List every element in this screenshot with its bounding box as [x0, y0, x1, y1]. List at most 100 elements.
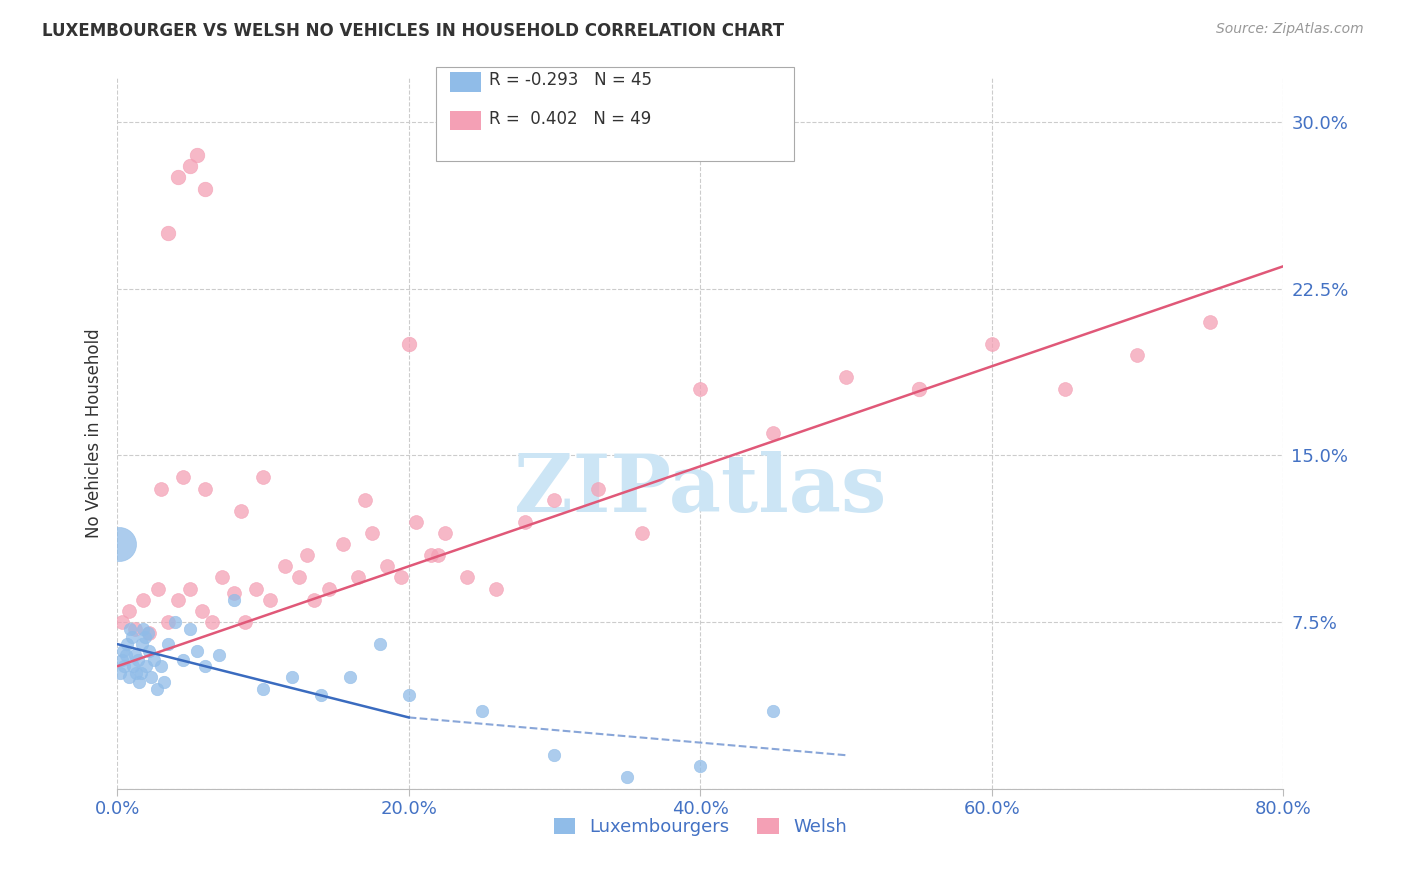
- Point: [157, 226, 180, 240]
- Point: [108, 665, 131, 680]
- Point: [229, 504, 252, 518]
- Point: [434, 526, 457, 541]
- Point: [165, 615, 187, 629]
- Point: [157, 615, 180, 629]
- Point: [127, 653, 149, 667]
- Point: [142, 653, 165, 667]
- Point: [515, 515, 537, 529]
- Text: R = -0.293   N = 45: R = -0.293 N = 45: [489, 71, 652, 89]
- Point: [389, 570, 412, 584]
- Point: [128, 674, 150, 689]
- Point: [124, 622, 146, 636]
- Point: [405, 515, 427, 529]
- Point: [295, 548, 318, 562]
- Text: R =  0.402   N = 49: R = 0.402 N = 49: [489, 110, 651, 128]
- Point: [153, 674, 176, 689]
- Point: [907, 382, 929, 396]
- Point: [179, 159, 201, 173]
- Point: [309, 688, 332, 702]
- Point: [235, 615, 257, 629]
- Point: [186, 148, 208, 162]
- Point: [398, 337, 420, 351]
- Point: [368, 637, 391, 651]
- Point: [110, 653, 132, 667]
- Point: [120, 622, 142, 636]
- Point: [211, 570, 233, 584]
- Point: [689, 759, 711, 773]
- Point: [631, 526, 654, 541]
- Point: [456, 570, 478, 584]
- Point: [1199, 315, 1222, 329]
- Point: [361, 526, 384, 541]
- Point: [470, 704, 492, 718]
- Legend: Luxembourgers, Welsh: Luxembourgers, Welsh: [547, 811, 853, 844]
- Point: [375, 559, 398, 574]
- Point: [167, 170, 190, 185]
- Point: [543, 748, 565, 763]
- Point: [186, 644, 208, 658]
- Point: [138, 626, 160, 640]
- Point: [157, 637, 180, 651]
- Point: [245, 582, 267, 596]
- Point: [135, 659, 157, 673]
- Point: [222, 592, 245, 607]
- Point: [274, 559, 297, 574]
- Point: [339, 670, 361, 684]
- Point: [762, 704, 785, 718]
- Point: [762, 425, 785, 440]
- Point: [139, 670, 162, 684]
- Point: [190, 604, 212, 618]
- Point: [131, 637, 153, 651]
- Point: [980, 337, 1002, 351]
- Point: [426, 548, 449, 562]
- Point: [586, 482, 609, 496]
- Point: [616, 771, 638, 785]
- Point: [208, 648, 231, 663]
- Point: [398, 688, 420, 702]
- Point: [259, 592, 281, 607]
- Point: [302, 592, 325, 607]
- Point: [145, 681, 167, 696]
- Point: [252, 470, 274, 484]
- Point: [111, 644, 134, 658]
- Point: [114, 659, 136, 673]
- Text: LUXEMBOURGER VS WELSH NO VEHICLES IN HOUSEHOLD CORRELATION CHART: LUXEMBOURGER VS WELSH NO VEHICLES IN HOU…: [42, 22, 785, 40]
- Point: [172, 470, 194, 484]
- Point: [146, 582, 169, 596]
- Point: [689, 382, 711, 396]
- Point: [179, 622, 201, 636]
- Y-axis label: No Vehicles in Household: No Vehicles in Household: [86, 328, 103, 538]
- Text: Source: ZipAtlas.com: Source: ZipAtlas.com: [1216, 22, 1364, 37]
- Point: [346, 570, 368, 584]
- Point: [136, 626, 159, 640]
- Point: [149, 482, 172, 496]
- Point: [124, 648, 146, 663]
- Point: [194, 181, 217, 195]
- Point: [110, 615, 132, 629]
- Point: [318, 582, 340, 596]
- Point: [122, 659, 145, 673]
- Point: [252, 681, 274, 696]
- Point: [543, 492, 565, 507]
- Point: [138, 644, 160, 658]
- Point: [332, 537, 354, 551]
- Point: [129, 665, 152, 680]
- Point: [835, 370, 858, 384]
- Point: [485, 582, 508, 596]
- Point: [419, 548, 441, 562]
- Point: [222, 586, 245, 600]
- Point: [179, 582, 201, 596]
- Point: [354, 492, 377, 507]
- Point: [167, 592, 190, 607]
- Point: [125, 665, 148, 680]
- Point: [115, 648, 138, 663]
- Point: [132, 622, 155, 636]
- Point: [132, 592, 155, 607]
- Point: [118, 604, 141, 618]
- Point: [194, 482, 217, 496]
- Point: [1126, 348, 1149, 362]
- Point: [194, 659, 217, 673]
- Point: [118, 670, 141, 684]
- Text: ZIPatlas: ZIPatlas: [515, 450, 886, 529]
- Point: [121, 631, 143, 645]
